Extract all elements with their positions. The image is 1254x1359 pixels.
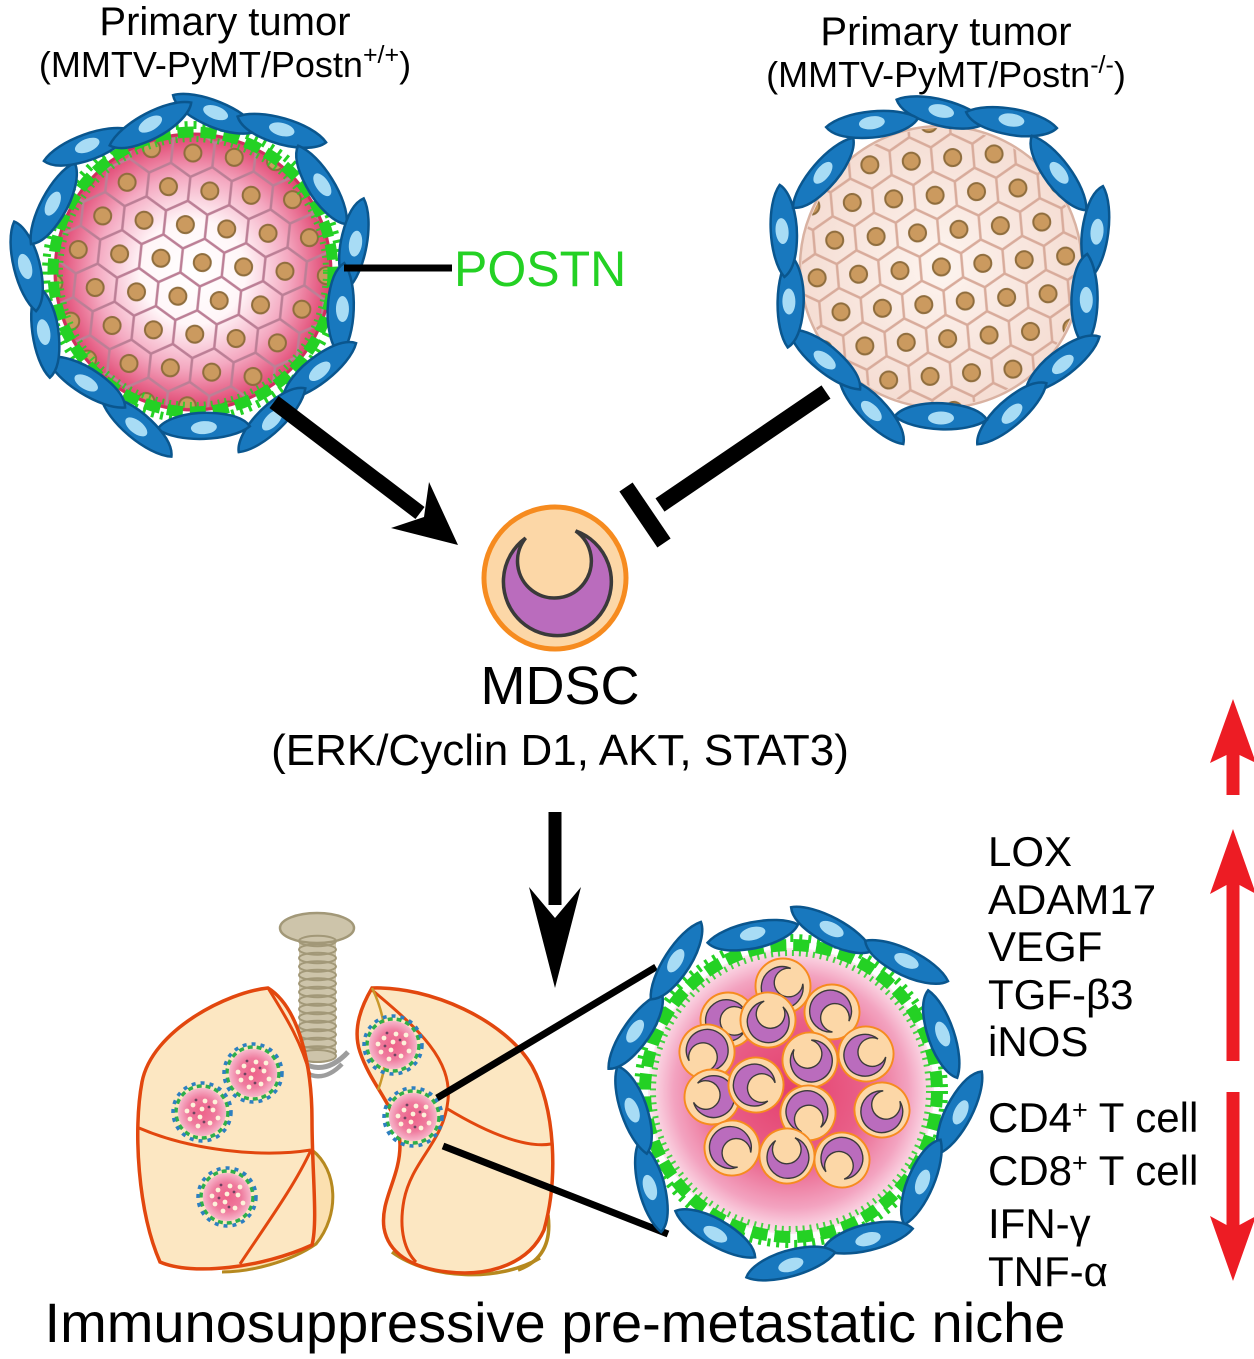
niche-illustration <box>596 893 996 1287</box>
mdsc-label: MDSC <box>480 656 640 716</box>
tcell-item: CD4+ T cell <box>988 1094 1199 1141</box>
downregulated-list: CD4+ T cell CD8+ T cell IFN-γ TNF-α <box>988 1094 1198 1296</box>
magnification-line-lower <box>441 1142 670 1238</box>
tcell-item: CD8+ T cell <box>988 1147 1199 1194</box>
factor-item: VEGF <box>988 923 1103 970</box>
genotype-close: ) <box>1113 54 1126 95</box>
cytokine-item: TNF-α <box>988 1248 1108 1295</box>
trachea <box>278 911 356 1079</box>
upregulated-factors-list: LOX ADAM17 VEGF TGF-β3 iNOS <box>988 828 1156 1066</box>
trachea-ridge <box>298 1011 337 1024</box>
inhibition-arrow <box>619 385 831 548</box>
postn-layer-niche <box>634 934 948 1248</box>
tumor-left-illustration <box>4 80 380 469</box>
mdsc-cell-illustration <box>458 481 652 675</box>
lungs-illustration <box>136 986 555 1277</box>
genotype-text: (MMTV-PyMT/Postn <box>38 44 363 85</box>
trachea-ridge <box>298 960 337 973</box>
tumor-left-genotype: (MMTV-PyMT/Postn+/+) <box>0 41 450 86</box>
trachea-ridge <box>298 968 337 982</box>
factor-item: iNOS <box>988 1018 1089 1065</box>
trachea-ridge <box>298 985 337 999</box>
upregulation-arrow-factors <box>1210 829 1254 1061</box>
magnification-line-upper <box>435 963 658 1102</box>
tumor-left-title: Primary tumor <box>99 0 351 44</box>
trachea-ridge <box>298 977 337 990</box>
postn-label: POSTN <box>454 241 627 297</box>
mdsc-to-lung-arrow <box>529 812 581 988</box>
tumor-right-genotype: (MMTV-PyMT/Postn-/-) <box>716 51 1176 96</box>
trachea-ridge <box>298 1002 337 1016</box>
plus-superscript: + <box>1072 1148 1088 1178</box>
genotype-close: ) <box>399 44 412 85</box>
plus-superscript: + <box>1072 1095 1088 1125</box>
trachea-ridge <box>298 934 337 948</box>
trachea-ridge <box>298 943 337 956</box>
figure-caption: Immunosuppressive pre-metastatic niche <box>44 1291 1066 1354</box>
factor-item: ADAM17 <box>988 875 1157 923</box>
genotype-superscript: -/- <box>1090 51 1114 79</box>
trachea-ridge <box>298 951 337 965</box>
factor-item: TGF-β3 <box>988 970 1134 1018</box>
activation-arrow <box>269 396 458 545</box>
factor-item: LOX <box>988 828 1073 875</box>
genotype-superscript: +/+ <box>362 41 400 69</box>
tumor-right-title: Primary tumor <box>820 10 1072 54</box>
genotype-text: (MMTV-PyMT/Postn <box>766 54 1091 95</box>
upregulation-arrow-mdsc <box>1210 699 1254 795</box>
mdsc-pathways: (ERK/Cyclin D1, AKT, STAT3) <box>271 726 849 775</box>
tumor-right-illustration <box>768 84 1119 455</box>
trachea-ridge <box>298 1019 337 1033</box>
downregulation-arrow <box>1210 1092 1254 1281</box>
trachea-ridge <box>298 994 337 1007</box>
cytokine-item: IFN-γ <box>988 1200 1091 1247</box>
fibroblast-cell <box>741 1239 840 1287</box>
